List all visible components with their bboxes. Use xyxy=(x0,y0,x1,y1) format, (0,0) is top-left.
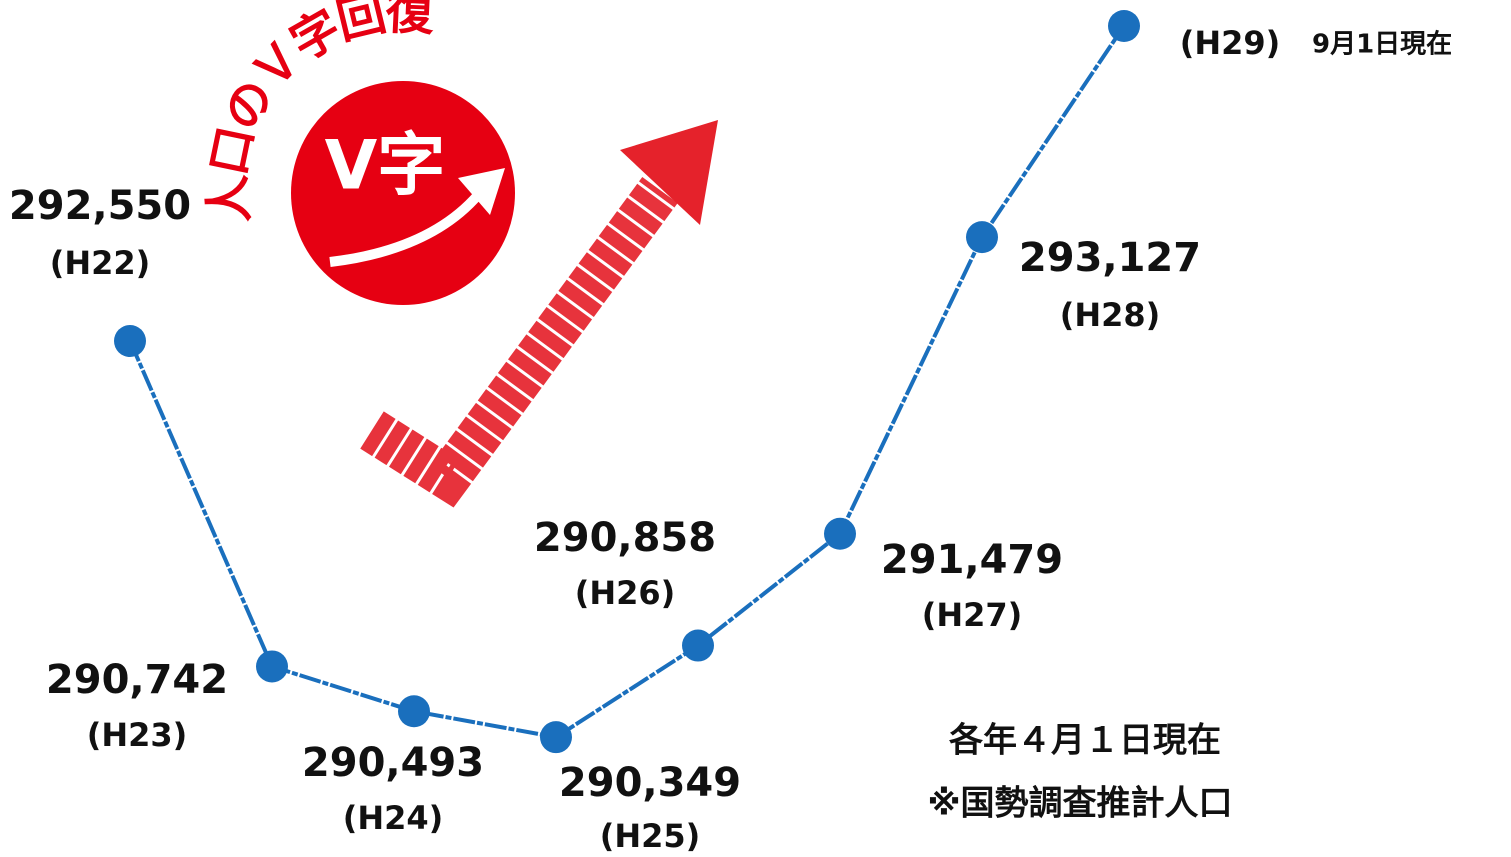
category-label: (H24) xyxy=(343,799,444,837)
data-point xyxy=(1108,10,1140,42)
category-label: (H23) xyxy=(87,716,188,754)
data-point xyxy=(682,629,714,662)
v-arrow xyxy=(360,120,718,508)
category-label: (H27) xyxy=(922,596,1023,634)
value-label: 290,858 xyxy=(534,515,716,561)
value-label: 290,493 xyxy=(302,740,484,786)
category-label: (H22) xyxy=(50,244,151,282)
data-point xyxy=(966,221,998,254)
data-point xyxy=(256,650,288,683)
value-label: 291,479 xyxy=(881,537,1063,583)
category-label: (H28) xyxy=(1060,296,1161,334)
data-point xyxy=(398,695,430,728)
note: 各年４月１日現在 xyxy=(949,721,1221,761)
category-label: (H26) xyxy=(575,574,676,612)
value-label: 293,127 xyxy=(1019,235,1201,281)
data-line xyxy=(128,24,1126,740)
category-label: (H29) xyxy=(1180,24,1281,62)
last-point-note: 9月1日現在 xyxy=(1312,30,1452,60)
category-label: (H25) xyxy=(600,817,701,855)
value-label: 292,550 xyxy=(9,183,191,229)
badge-text: V字 xyxy=(325,127,446,206)
value-label: 290,742 xyxy=(46,657,228,703)
value-label: 290,349 xyxy=(559,760,741,806)
note: ※国勢調査推計人口 xyxy=(927,784,1232,824)
badge: V字 xyxy=(291,81,515,305)
data-point xyxy=(114,325,146,357)
data-point xyxy=(824,517,856,550)
data-point xyxy=(540,721,572,754)
